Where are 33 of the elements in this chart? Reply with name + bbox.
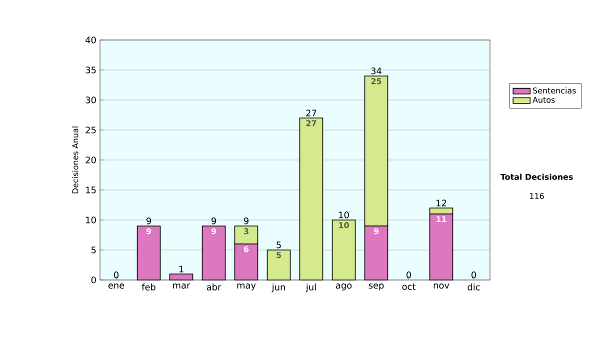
total-label: 9: [211, 218, 216, 224]
x-tick-label: jul: [306, 284, 316, 292]
x-tick-label: nov: [434, 284, 450, 289]
y-tick-label: 35: [86, 66, 96, 74]
x-tick-label: abr: [206, 284, 222, 290]
total-label: 5: [276, 242, 281, 248]
total-label: 12: [436, 200, 446, 206]
x-tick-label: mar: [173, 284, 190, 289]
total-label: 0: [472, 272, 476, 278]
total-label: 0: [114, 272, 119, 278]
x-tick-label: sep: [368, 284, 384, 290]
x-tick-label: feb: [142, 284, 156, 290]
x-tick-label: dic: [468, 284, 480, 290]
x-tick-label: ago: [336, 284, 352, 290]
x-tick-label: jun: [272, 284, 285, 292]
y-tick-label: 25: [86, 126, 96, 134]
y-tick-label: 10: [86, 216, 96, 224]
total-label: 27: [306, 110, 316, 116]
total-label: 34: [371, 68, 382, 74]
total-label: 9: [146, 218, 151, 224]
x-tick-label: may: [237, 284, 256, 290]
x-tick-label: oct: [402, 284, 416, 290]
total-label: 9: [244, 218, 248, 224]
total-label: 10: [339, 212, 349, 218]
y-tick-label: 5: [91, 246, 96, 254]
y-tick-label: 40: [86, 36, 96, 44]
y-tick-label: 15: [86, 186, 96, 194]
y-tick-label: 30: [86, 96, 96, 104]
total-label: 1: [179, 266, 184, 272]
total-label: 0: [406, 272, 412, 278]
y-tick-label: 0: [91, 276, 96, 284]
x-tick-label: ene: [108, 284, 124, 289]
y-tick-label: 20: [86, 156, 96, 164]
